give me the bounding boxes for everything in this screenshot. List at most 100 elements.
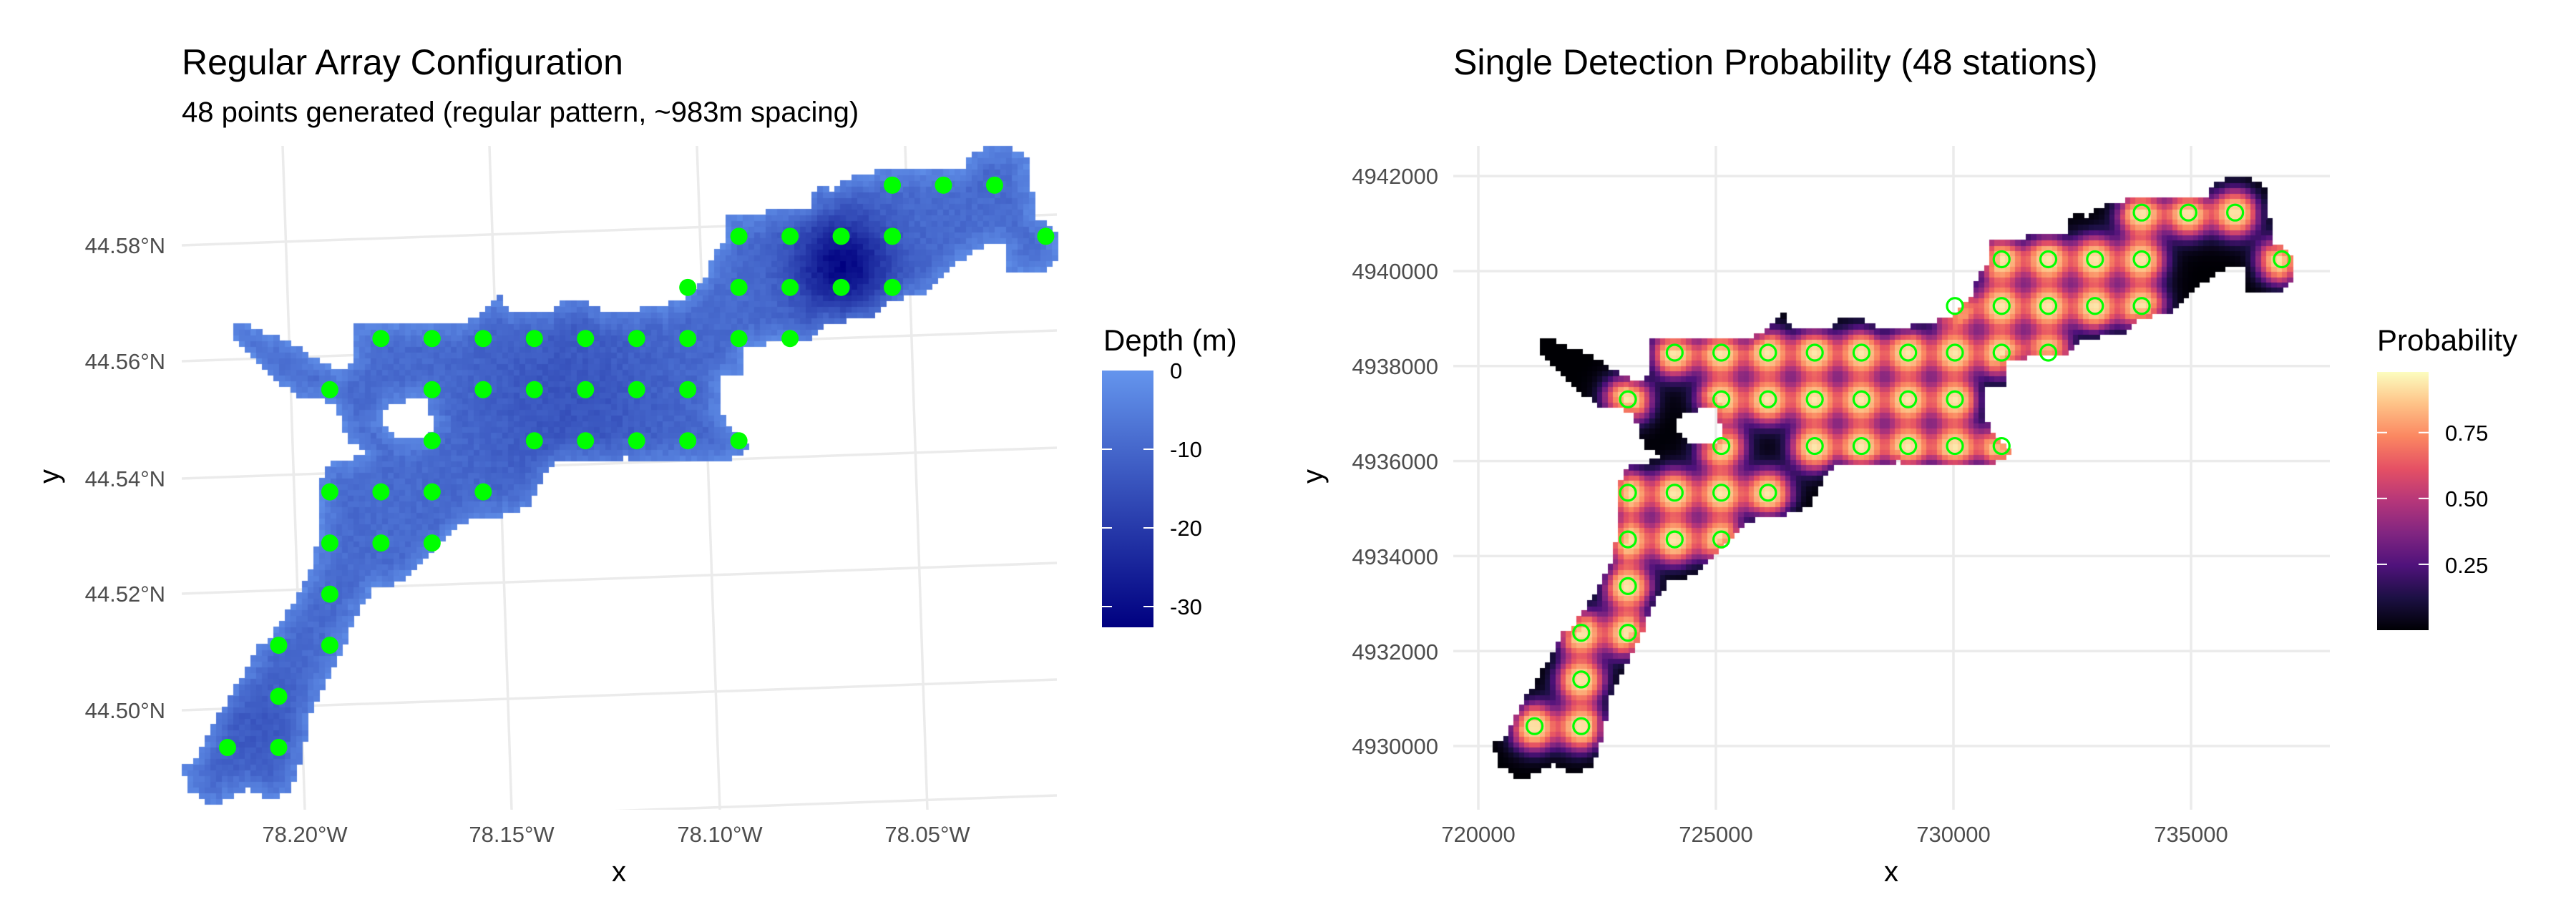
probability-legend-label: 0.50 xyxy=(2445,486,2488,511)
depth-legend-label: 0 xyxy=(1170,358,1182,383)
right-chart: Single Detection Probability (48 station… xyxy=(1297,42,2517,888)
station-point xyxy=(1992,250,2011,269)
station-point xyxy=(474,483,492,501)
station-point xyxy=(1712,343,1731,362)
y-tick-label: 4934000 xyxy=(1352,544,1438,569)
station-point xyxy=(1805,390,1824,408)
probability-legend-label: 0.75 xyxy=(2445,421,2488,446)
station-point xyxy=(1946,390,1964,408)
station-point xyxy=(2226,203,2245,222)
station-point xyxy=(321,585,338,603)
depth-legend-label: -30 xyxy=(1170,594,1202,619)
probability-legend: Probability 0.75 0.50 0.25 xyxy=(2377,323,2517,630)
station-point xyxy=(2039,297,2058,315)
station-point xyxy=(628,432,645,450)
right-y-axis-title: y xyxy=(1297,469,1329,484)
station-point xyxy=(679,330,697,348)
station-point xyxy=(679,381,697,398)
station-point xyxy=(525,330,543,348)
depth-legend-label: -20 xyxy=(1170,516,1202,541)
station-point xyxy=(270,687,288,705)
station-point xyxy=(1992,436,2011,456)
station-point xyxy=(474,381,492,398)
y-tick-label: 4930000 xyxy=(1352,734,1438,759)
depth-legend-label: -10 xyxy=(1170,437,1202,462)
station-point xyxy=(474,330,492,348)
station-point xyxy=(1899,390,1918,408)
station-point xyxy=(1712,390,1731,408)
station-point xyxy=(1665,343,1684,362)
depth-colorbar xyxy=(1102,371,1153,627)
station-point xyxy=(985,176,1003,194)
station-point xyxy=(219,739,236,756)
station-point xyxy=(679,432,697,450)
x-tick-label: 78.10°W xyxy=(677,822,763,847)
station-point xyxy=(270,739,288,756)
station-point xyxy=(1899,343,1918,362)
depth-legend-title: Depth (m) xyxy=(1103,323,1237,357)
right-y-tick-labels: 4942000 4940000 4938000 4936000 4934000 … xyxy=(1352,164,1438,759)
station-point xyxy=(884,278,902,296)
station-point xyxy=(372,483,390,501)
station-point xyxy=(423,432,441,450)
station-point xyxy=(628,381,645,398)
station-point xyxy=(2086,250,2104,269)
station-point xyxy=(270,637,288,654)
station-point xyxy=(2086,297,2104,315)
y-tick-label: 44.52°N xyxy=(85,582,165,607)
y-tick-label: 44.58°N xyxy=(85,233,165,258)
station-point xyxy=(884,227,902,245)
depth-legend: Depth (m) 0 -10 -20 -30 xyxy=(1102,323,1237,627)
left-x-axis-title: x xyxy=(612,856,626,888)
probability-legend-title: Probability xyxy=(2377,323,2517,357)
x-tick-label: 720000 xyxy=(1441,822,1515,847)
station-point xyxy=(781,330,799,348)
depth-colorbar-ticks xyxy=(1102,448,1153,607)
station-point xyxy=(577,330,595,348)
station-point xyxy=(1946,436,1964,456)
station-point xyxy=(1852,436,1871,456)
station-point xyxy=(321,483,338,501)
station-point xyxy=(1759,390,1777,408)
station-point xyxy=(2039,250,2058,269)
station-point xyxy=(832,278,850,296)
station-point xyxy=(321,534,338,552)
station-point xyxy=(321,637,338,654)
y-tick-label: 4938000 xyxy=(1352,354,1438,379)
station-point xyxy=(1805,343,1824,362)
station-point xyxy=(372,534,390,552)
right-x-tick-labels: 720000 725000 730000 735000 xyxy=(1441,822,2228,847)
right-chart-title: Single Detection Probability (48 station… xyxy=(1453,42,2097,82)
station-point xyxy=(730,278,748,296)
right-x-axis-title: x xyxy=(1884,856,1898,888)
station-point xyxy=(1946,297,1964,315)
station-point xyxy=(1525,717,1544,735)
x-tick-label: 725000 xyxy=(1679,822,1752,847)
station-point xyxy=(1759,484,1777,502)
station-point xyxy=(525,432,543,450)
station-point xyxy=(832,227,850,245)
x-tick-label: 78.05°W xyxy=(884,822,970,847)
station-point xyxy=(1619,390,1637,408)
station-point xyxy=(1805,436,1824,456)
station-point xyxy=(1759,343,1777,362)
right-station-points xyxy=(1525,203,2291,735)
station-point xyxy=(1037,227,1055,245)
y-tick-label: 4936000 xyxy=(1352,449,1438,474)
station-point xyxy=(1665,530,1684,549)
y-tick-label: 4940000 xyxy=(1352,259,1438,284)
station-point xyxy=(1712,530,1731,549)
left-y-axis-title: y xyxy=(34,469,65,484)
station-point xyxy=(1572,670,1591,689)
station-point xyxy=(730,330,748,348)
left-chart-title: Regular Array Configuration xyxy=(182,42,623,82)
y-tick-label: 44.50°N xyxy=(85,698,165,723)
station-point xyxy=(730,227,748,245)
x-tick-label: 78.15°W xyxy=(469,822,555,847)
station-point xyxy=(935,176,952,194)
station-point xyxy=(781,278,799,296)
station-point xyxy=(730,432,748,450)
station-point xyxy=(577,381,595,398)
left-chart-subtitle: 48 points generated (regular pattern, ~9… xyxy=(182,97,859,128)
